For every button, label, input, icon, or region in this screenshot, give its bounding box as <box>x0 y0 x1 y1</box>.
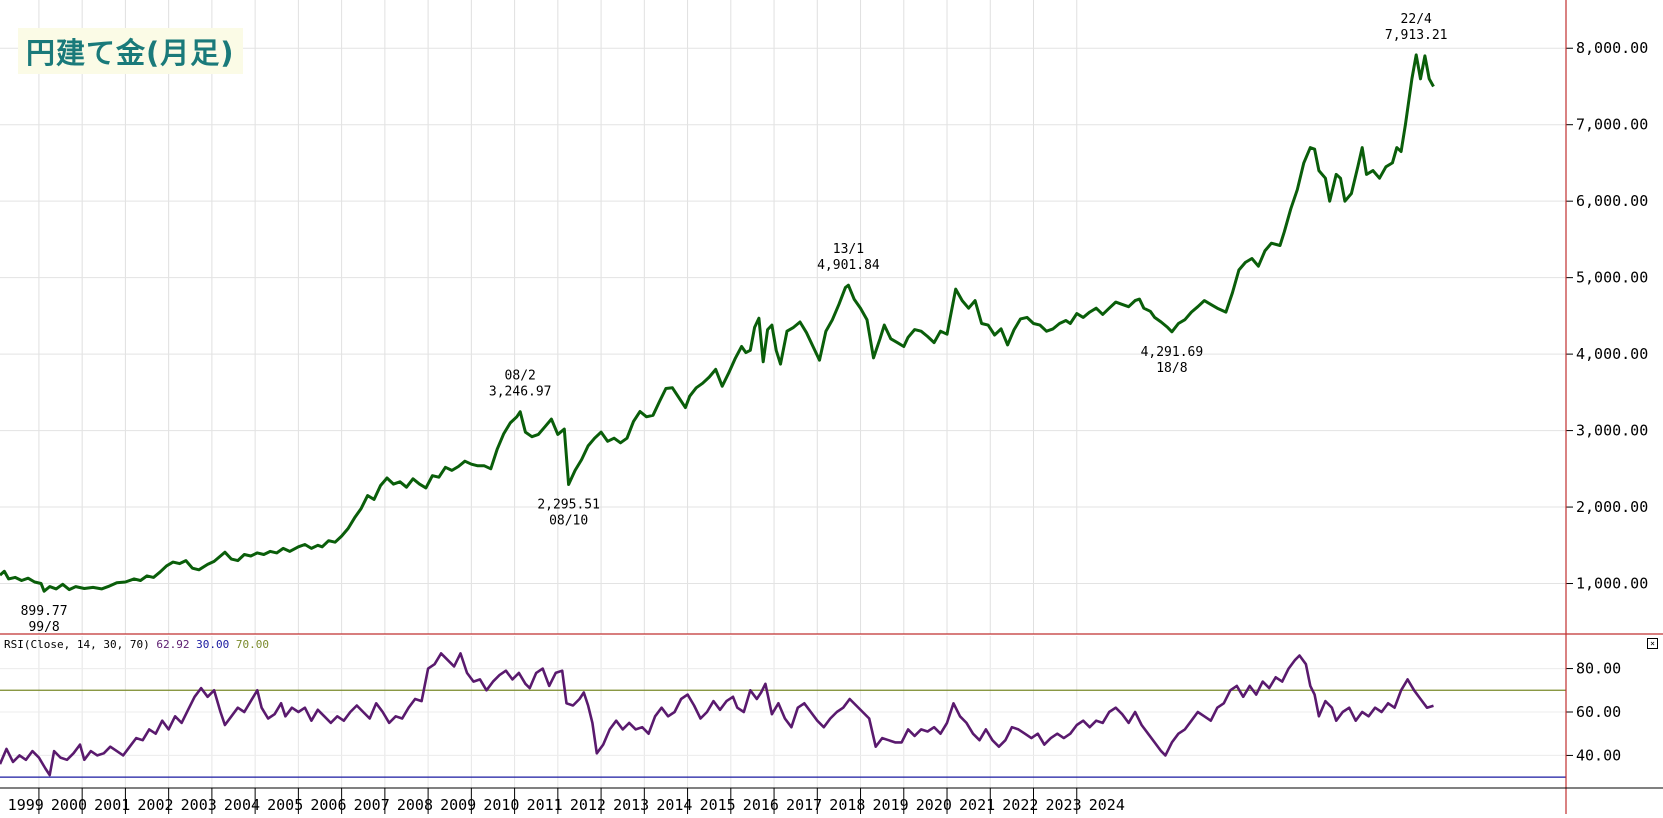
x-tick-label: 2009 <box>440 796 476 814</box>
annotation-line2: 08/10 <box>549 513 588 528</box>
x-tick-label: 2008 <box>397 796 433 814</box>
annotation-line1: 899.77 <box>21 604 68 619</box>
y-tick-label: 7,000.00 <box>1576 116 1648 134</box>
x-tick-label: 2001 <box>94 796 130 814</box>
y-tick-label: 1,000.00 <box>1576 575 1648 593</box>
y-tick-label: 5,000.00 <box>1576 269 1648 287</box>
x-tick-label: 2005 <box>267 796 303 814</box>
x-tick-label: 2018 <box>829 796 865 814</box>
annotation-line1: 4,291.69 <box>1141 345 1204 360</box>
x-tick-label: 2000 <box>51 796 87 814</box>
x-tick-label: 2004 <box>224 796 260 814</box>
y-tick-label: 2,000.00 <box>1576 498 1648 516</box>
y-tick-label: 3,000.00 <box>1576 422 1648 440</box>
x-tick-label: 2012 <box>570 796 606 814</box>
rsi-legend: RSI(Close, 14, 30, 70) 62.92 30.00 70.00 <box>4 638 269 651</box>
x-tick-label: 2011 <box>527 796 563 814</box>
chart-title: 円建て金(月足) <box>18 28 243 74</box>
rsi-legend-lower: 30.00 <box>196 638 236 651</box>
x-tick-label: 2022 <box>1002 796 1038 814</box>
annotation-line1: 22/4 <box>1401 12 1432 27</box>
x-tick-label: 2006 <box>310 796 346 814</box>
y-tick-label: 8,000.00 <box>1576 39 1648 57</box>
x-tick-label: 2007 <box>354 796 390 814</box>
x-tick-label: 2014 <box>656 796 692 814</box>
x-tick-label: 2020 <box>916 796 952 814</box>
annotation-line1: 13/1 <box>833 242 864 257</box>
annotation-line1: 2,295.51 <box>537 497 600 512</box>
x-tick-label: 2010 <box>483 796 519 814</box>
x-tick-label: 2016 <box>743 796 779 814</box>
x-tick-label: 2003 <box>181 796 217 814</box>
y-tick-label: 6,000.00 <box>1576 192 1648 210</box>
annotation-line2: 3,246.97 <box>489 385 552 400</box>
rsi-legend-value: 62.92 <box>156 638 196 651</box>
x-tick-label: 2002 <box>137 796 173 814</box>
annotation-line2: 18/8 <box>1156 361 1187 376</box>
y-tick-label: 4,000.00 <box>1576 345 1648 363</box>
close-icon[interactable]: × <box>1647 638 1658 649</box>
price-line <box>0 53 1435 593</box>
x-tick-label: 2024 <box>1089 796 1125 814</box>
x-tick-label: 2015 <box>700 796 736 814</box>
rsi-legend-upper: 70.00 <box>236 638 269 651</box>
x-tick-label: 2017 <box>786 796 822 814</box>
annotation-line2: 7,913.21 <box>1385 28 1448 43</box>
x-tick-label: 1999 <box>8 796 44 814</box>
annotation-line1: 08/2 <box>505 369 536 384</box>
rsi-y-tick-label: 60.00 <box>1576 703 1621 721</box>
x-tick-label: 2013 <box>613 796 649 814</box>
annotation-line2: 99/8 <box>28 620 59 635</box>
main-plot-background <box>0 0 1566 634</box>
rsi-y-tick-label: 40.00 <box>1576 746 1621 764</box>
x-tick-label: 2021 <box>959 796 995 814</box>
x-tick-label: 2019 <box>873 796 909 814</box>
rsi-line <box>0 652 1434 777</box>
annotation-line2: 4,901.84 <box>817 258 880 273</box>
x-tick-label: 2023 <box>1046 796 1082 814</box>
rsi-y-tick-label: 80.00 <box>1576 660 1621 678</box>
